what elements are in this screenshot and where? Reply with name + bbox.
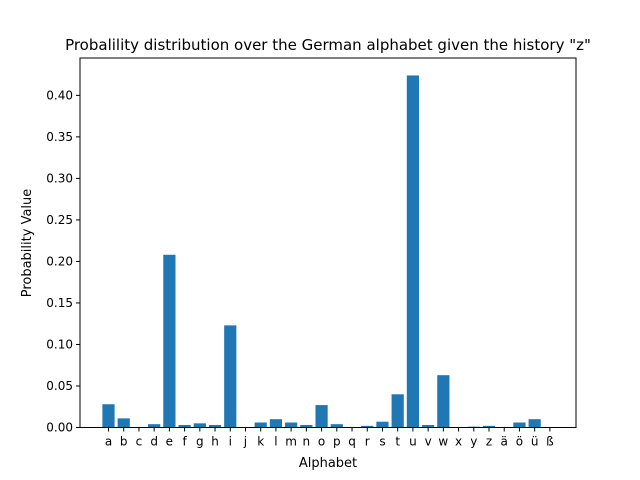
x-tick-label: f <box>182 435 187 449</box>
y-tick-label: 0.25 <box>46 213 73 227</box>
y-tick-label: 0.05 <box>46 379 73 393</box>
x-tick-label: c <box>136 435 143 449</box>
bar-20 <box>406 75 419 428</box>
x-tick-label: b <box>120 435 128 449</box>
bars-group <box>102 75 541 428</box>
bar-14 <box>315 405 328 428</box>
bar-7 <box>208 425 222 428</box>
x-tick-label: m <box>285 435 297 449</box>
x-tick-label: ß <box>546 435 554 449</box>
x-tick-label: h <box>211 435 219 449</box>
y-axis-ticks: 0.00 0.05 0.10 0.15 0.20 0.25 0.30 0.35 0.40 <box>46 88 80 435</box>
x-tick-label: x <box>455 435 462 449</box>
bar-6 <box>193 423 206 428</box>
x-tick-label: g <box>196 435 204 449</box>
x-tick-label: a <box>105 435 112 449</box>
y-tick-label: 0.30 <box>46 171 73 185</box>
plot-frame <box>79 57 577 428</box>
x-tick-label: o <box>318 435 325 449</box>
x-tick-label: v <box>425 435 432 449</box>
x-tick-label: w <box>438 435 448 449</box>
bar-12 <box>285 422 298 428</box>
bar-22 <box>437 375 450 428</box>
x-axis-label: Alphabet <box>299 456 357 471</box>
x-tick-label: y <box>470 435 477 449</box>
bar-25 <box>482 425 496 428</box>
bar-3 <box>148 424 161 428</box>
x-tick-label: q <box>348 435 356 449</box>
y-tick-label: 0.00 <box>46 421 73 435</box>
x-tick-label: p <box>333 435 341 449</box>
x-tick-label: r <box>365 435 370 449</box>
x-tick-label: ä <box>501 435 508 449</box>
bar-1 <box>117 418 130 428</box>
bar-13 <box>300 425 313 428</box>
y-tick-label: 0.40 <box>46 88 73 102</box>
bar-11 <box>269 419 283 428</box>
bar-18 <box>376 421 389 428</box>
bar-15 <box>330 424 343 428</box>
chart-title: Probalility distribution over the German… <box>65 36 591 54</box>
x-tick-label: k <box>257 435 264 449</box>
bar-21 <box>422 425 435 428</box>
bar-0 <box>102 404 115 428</box>
y-tick-label: 0.35 <box>46 130 73 144</box>
bar-17 <box>361 425 374 428</box>
bar-27 <box>513 422 526 428</box>
x-tick-label: t <box>395 435 400 449</box>
x-tick-label: ö <box>516 435 523 449</box>
bar-10 <box>254 422 267 428</box>
x-tick-label: j <box>243 435 247 449</box>
x-tick-label: ü <box>531 435 539 449</box>
bar-8 <box>224 325 237 428</box>
bar-5 <box>178 425 191 428</box>
bar-28 <box>528 419 541 428</box>
x-tick-label: e <box>166 435 173 449</box>
x-tick-label: i <box>229 435 232 449</box>
x-tick-label: l <box>274 435 277 449</box>
y-axis-label: Probability Value <box>20 189 35 298</box>
x-tick-label: u <box>409 435 417 449</box>
x-tick-label: d <box>150 435 158 449</box>
x-tick-label: s <box>379 435 385 449</box>
x-tick-label: n <box>303 435 311 449</box>
bar-19 <box>391 394 404 428</box>
y-tick-label: 0.10 <box>46 337 73 351</box>
y-tick-label: 0.15 <box>46 296 73 310</box>
bar-4 <box>163 254 176 428</box>
x-tick-label: z <box>486 435 492 449</box>
y-tick-label: 0.20 <box>46 254 73 268</box>
